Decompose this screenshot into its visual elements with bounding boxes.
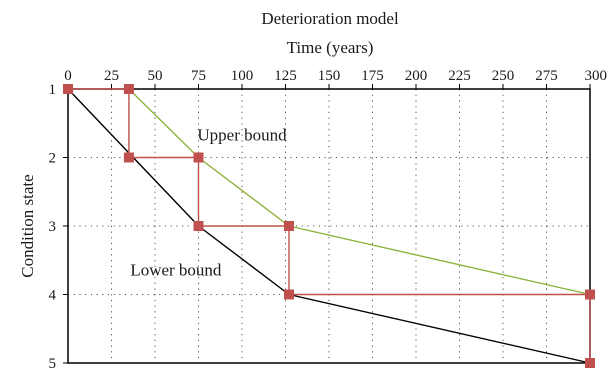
series-layer: [63, 84, 595, 368]
x-tick-label: 25: [104, 68, 119, 84]
series-2-marker: [585, 358, 595, 368]
x-tick-label: 50: [148, 68, 163, 84]
grid: [68, 89, 590, 363]
y-tick-label: 3: [49, 219, 57, 235]
series-2-marker: [585, 289, 595, 300]
x-tick-label: 250: [492, 68, 515, 84]
y-tick-label: 2: [49, 151, 57, 167]
x-tick-label: 300: [585, 68, 608, 84]
annotation-layer: Upper bound Lower bound: [130, 125, 287, 279]
x-tick-label: 0: [64, 68, 72, 84]
y-ticks: 1 2 3 4 5: [49, 82, 68, 372]
series-2-marker: [63, 84, 73, 94]
series-1-line: [128, 88, 591, 296]
chart-title: Deterioration model: [261, 9, 399, 28]
x-tick-label: 175: [361, 68, 384, 84]
x-tick-label: 125: [274, 68, 297, 84]
x-ticks: 0 25 50 75 100 125 150 175 200 225 250 275 300: [64, 68, 607, 89]
x-axis-label: Time (years): [287, 38, 374, 57]
x-tick-label: 150: [318, 68, 341, 84]
series-2-marker: [283, 289, 294, 300]
series-2-marker: [193, 152, 204, 163]
x-tick-label: 225: [448, 68, 471, 84]
annotation-label: Upper bound: [197, 125, 287, 144]
series-2-marker: [283, 221, 294, 231]
y-tick-label: 4: [49, 288, 57, 304]
annotation-label: Lower bound: [130, 260, 222, 279]
y-axis-label: Condition state: [18, 174, 37, 277]
x-tick-label: 75: [191, 68, 206, 84]
x-tick-label: 100: [231, 68, 254, 84]
series-2-marker: [123, 152, 134, 163]
y-tick-label: 5: [49, 356, 57, 372]
series-2-marker: [193, 221, 204, 231]
y-tick-label: 1: [49, 82, 57, 98]
x-tick-label: 200: [405, 68, 428, 84]
x-tick-label: 275: [535, 68, 558, 84]
series-2-marker: [123, 84, 134, 94]
